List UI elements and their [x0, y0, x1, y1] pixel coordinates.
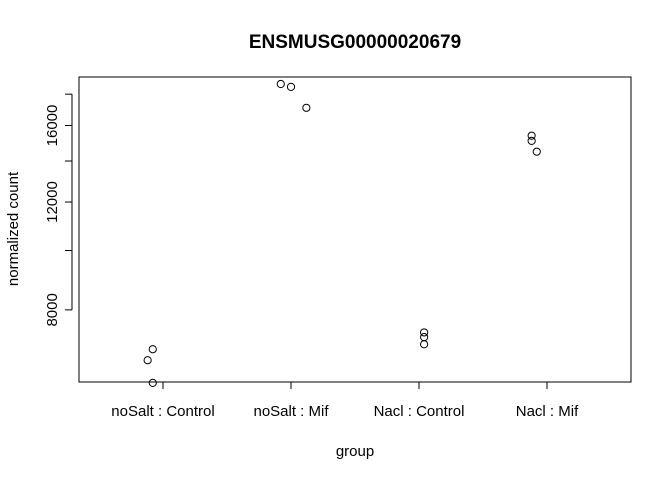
data-point: [532, 147, 541, 156]
y-tick-label: 16000: [44, 105, 61, 147]
y-tick-label: 12000: [44, 181, 61, 223]
x-axis-label: group: [336, 443, 374, 460]
x-tick-label: noSalt : Mif: [253, 403, 329, 420]
data-point: [527, 131, 536, 140]
plot-frame: [78, 76, 632, 383]
y-axis-label: normalized count: [5, 171, 22, 286]
data-point: [143, 356, 152, 365]
data-point: [527, 136, 536, 145]
chart-title: ENSMUSG00000020679: [249, 32, 461, 53]
data-point: [420, 333, 429, 342]
data-point: [302, 103, 311, 112]
data-point: [148, 378, 157, 387]
y-axis: 8000 12000 16000: [44, 93, 73, 327]
y-tick-label: 8000: [44, 293, 61, 326]
data-point: [276, 79, 285, 89]
x-tick-label: Nacl : Control: [374, 403, 465, 420]
x-tick-label: Nacl : Mif: [516, 403, 579, 420]
data-point: [148, 345, 157, 354]
data-point: [420, 340, 429, 349]
data-point: [420, 328, 429, 337]
data-point: [286, 82, 296, 91]
x-axis: noSalt : Control noSalt : Mif Nacl : Contr…: [111, 381, 579, 420]
x-tick-label: noSalt : Control: [111, 403, 214, 420]
data-points: [143, 79, 541, 387]
